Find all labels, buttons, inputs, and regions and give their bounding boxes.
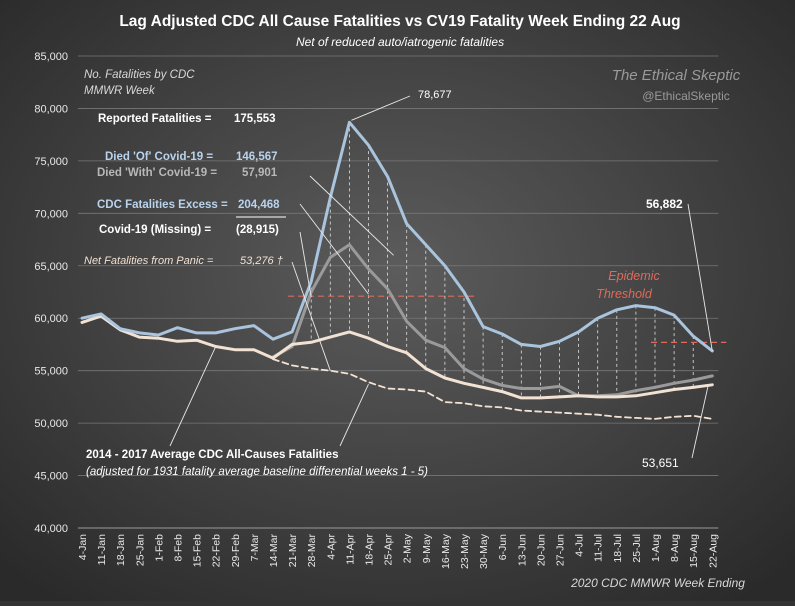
x-tick-label: 25-Jan [134,534,146,566]
x-tick-label: 27-Jun [555,534,567,566]
y-tick-label: 50,000 [34,418,68,430]
series-line-all-cause [80,120,714,353]
callout-line [299,203,369,295]
y-tick-label: 80,000 [34,103,68,115]
callout-line [309,175,394,256]
net-panic-value: 53,276 † [240,255,283,267]
x-tick-label: 20-Jun [535,534,547,566]
callout-line [351,95,411,121]
threshold-label-line-2: Threshold [596,287,653,301]
x-axis-title: 2020 CDC MMWR Week Ending [570,576,745,590]
covid-missing-value: (28,915) [236,224,279,236]
callout-line [291,261,331,371]
peak-value-label: 78,677 [418,89,452,101]
y-axis: 40,000 45,000 50,000 55,000 60,000 65,000 70,0… [34,51,68,535]
y-axis-label-line-1: No. Fatalities by CDC [84,69,195,81]
y-tick-label: 55,000 [34,366,68,378]
x-tick-label: 8-Feb [173,534,185,562]
x-tick-label: 16-May [440,533,452,569]
x-tick-label: 13-Jun [516,534,528,566]
series-line-covid-with [271,243,714,398]
y-tick-label: 75,000 [34,156,68,168]
threshold-label-line-1: Epidemic [608,269,660,283]
callout-line [339,384,369,447]
x-tick-label: 23-May [459,533,471,569]
covid-missing-label: Covid-19 (Missing) = [99,224,211,236]
x-tick-label: 9-May [421,533,433,563]
gridlines [78,55,719,476]
x-tick-label: 11-Apr [344,534,356,565]
died-of-label: Died 'Of' Covid-19 = [105,151,213,163]
x-tick-label: 18-Jul [612,534,624,563]
x-tick-label: 1-Feb [153,534,165,562]
x-tick-label: 2-May [402,533,414,563]
baseline-note-line-1: 2014 - 2017 Average CDC All-Causes Fatal… [86,449,338,461]
x-tick-label: 11-Jul [593,534,605,562]
series-lines [80,120,714,420]
x-tick-label: 14-Mar [268,534,280,568]
watermark-name: The Ethical Skeptic [612,67,741,84]
x-tick-label: 21-Mar [287,534,299,568]
epidemic-threshold [288,295,727,343]
reported-fatalities-label: Reported Fatalities = [98,113,212,125]
chart-subtitle: Net of reduced auto/iatrogenic fatalitie… [296,35,504,49]
series-line-net-panic [80,314,714,400]
x-tick-label: 11-Jan [96,534,108,565]
x-tick-label: 25-Jul [631,534,643,563]
died-with-value: 57,901 [242,167,278,179]
x-tick-label: 4-Apr [325,534,337,560]
baseline-note-line-2: (adjusted for 1931 fatality average base… [86,466,428,478]
x-tick-label: 15-Aug [688,534,700,568]
x-tick-label: 30-May [478,533,490,569]
x-tick-label: 22-Aug [707,534,719,568]
died-of-value: 146,567 [236,151,278,163]
y-axis-label-line-2: MMWR Week [84,85,156,97]
x-axis: 4-Jan 11-Jan 18-Jan 25-Jan 1-Feb 8-Feb 15-Feb 2… [77,527,719,569]
x-tick-label: 18-Apr [364,533,376,565]
end-value-label: 56,882 [646,197,683,211]
callout-lines [169,95,713,459]
chart-title: Lag Adjusted CDC All Cause Fatalities vs… [119,13,680,30]
x-tick-label: 6-Jun [497,534,509,560]
x-tick-label: 15-Feb [192,534,204,567]
y-tick-label: 40,000 [34,523,68,535]
excess-droplines [310,122,694,398]
x-tick-label: 25-Apr [383,533,395,565]
net-end-value-label: 53,651 [642,456,679,470]
y-tick-label: 45,000 [34,471,68,483]
callout-line [169,346,217,447]
reported-fatalities-value: 175,553 [234,113,276,125]
x-tick-label: 8-Aug [669,534,681,562]
x-tick-label: 4-Jan [77,534,89,560]
callout-line [687,203,713,352]
callout-line [691,384,709,459]
net-panic-label: Net Fatalities from Panic = [84,255,214,267]
watermark-handle: @EthicalSkeptic [642,89,730,103]
y-tick-label: 60,000 [34,313,68,325]
y-tick-label: 85,000 [34,51,68,63]
series-line-baseline-2014-2017 [272,358,714,420]
y-tick-label: 65,000 [34,261,68,273]
x-tick-label: 22-Feb [211,534,223,567]
x-tick-label: 1-Aug [650,534,662,562]
x-tick-label: 7-Mar [249,533,261,561]
x-tick-label: 29-Feb [230,534,242,567]
fatalities-excess-label: CDC Fatalities Excess = [97,199,228,211]
x-tick-label: 4-Jul [574,534,586,557]
x-tick-label: 18-Jan [115,534,127,566]
y-tick-label: 70,000 [34,208,68,220]
x-tick-label: 28-Mar [306,534,318,568]
fatalities-excess-value: 204,468 [238,199,280,211]
died-with-label: Died 'With' Covid-19 = [97,167,217,179]
callout-line [299,231,312,298]
